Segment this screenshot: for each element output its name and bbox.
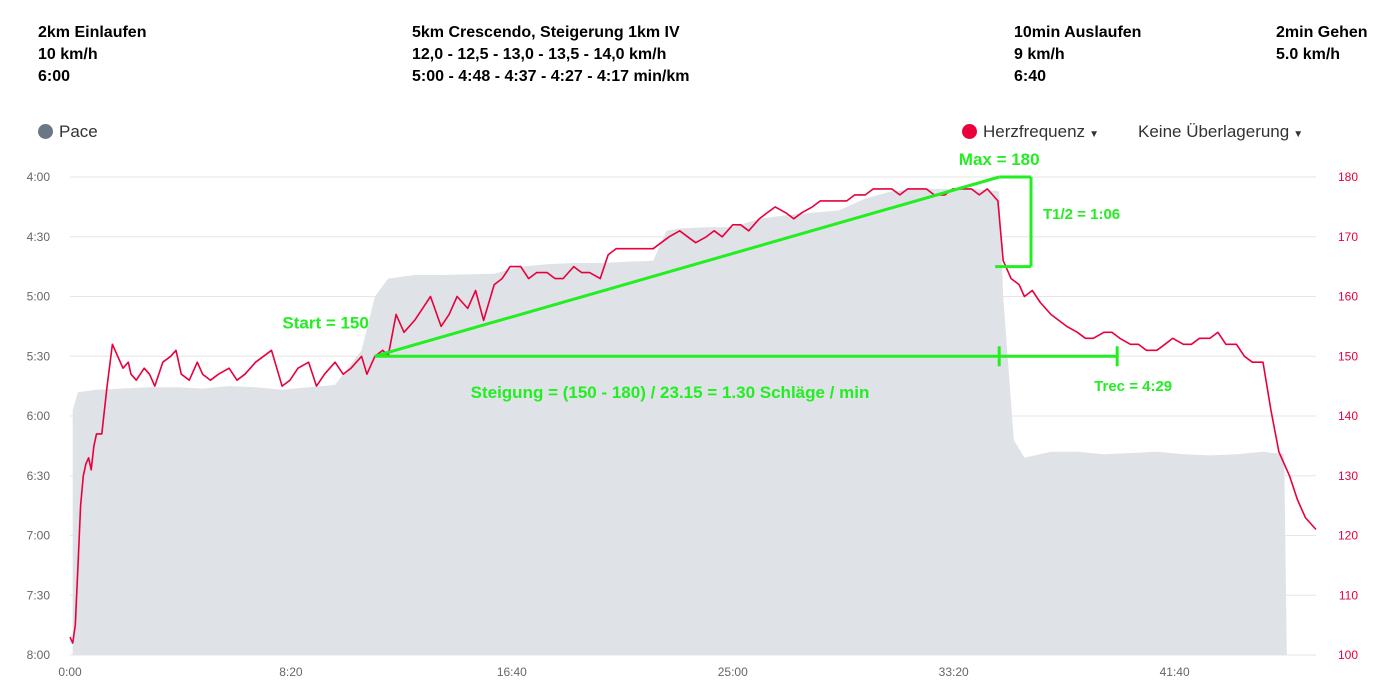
y-right-tick-label: 100 — [1338, 648, 1358, 662]
phase-warmup-title: 2km Einlaufen — [38, 24, 147, 41]
y-left-tick-label: 4:30 — [27, 230, 51, 244]
legend-heart-rate-label: Herzfrequenz — [983, 122, 1086, 141]
phase-crescendo-paces: 5:00 - 4:48 - 4:37 - 4:27 - 4:17 min/km — [412, 68, 690, 85]
phase-cooldown-pace: 6:40 — [1014, 68, 1047, 85]
phase-warmup-speed: 10 km/h — [38, 46, 98, 63]
y-left-tick-label: 4:00 — [27, 170, 51, 184]
phase-walk-speed: 5.0 km/h — [1276, 46, 1341, 63]
pace-dot-icon — [38, 124, 53, 139]
y-right-tick-label: 150 — [1338, 349, 1358, 363]
y-right-tick-label: 180 — [1338, 170, 1358, 184]
y-right-tick-label: 110 — [1339, 588, 1358, 602]
phase-crescendo: 5km Crescendo, Steigerung 1km IV 12,0 - … — [412, 22, 689, 88]
overlay-selector-label: Keine Überlagerung — [1138, 122, 1290, 141]
start-annotation: Start = 150 — [282, 313, 368, 332]
half-time-annotation: T1/2 = 1:06 — [1043, 206, 1120, 223]
chevron-down-icon: ▼ — [1293, 129, 1304, 140]
x-tick-label: 25:00 — [718, 665, 748, 679]
overlay-selector[interactable]: Keine Überlagerung ▼ — [1138, 122, 1303, 142]
phase-cooldown: 10min Auslaufen 9 km/h 6:40 — [1014, 22, 1141, 88]
x-tick-label: 0:00 — [58, 665, 82, 679]
pace-area — [72, 188, 1287, 655]
y-left-tick-label: 7:00 — [27, 529, 51, 543]
y-right-tick-label: 140 — [1338, 409, 1358, 423]
recovery-annotation: Trec = 4:29 — [1094, 378, 1172, 395]
y-left-tick-label: 6:30 — [27, 469, 51, 483]
heart-rate-line — [69, 188, 1317, 644]
y-left-tick-label: 5:00 — [27, 290, 51, 304]
phase-crescendo-title: 5km Crescendo, Steigerung 1km IV — [412, 24, 680, 41]
y-right-tick-label: 120 — [1338, 529, 1358, 543]
phase-cooldown-title: 10min Auslaufen — [1014, 24, 1142, 41]
y-left-tick-label: 5:30 — [27, 349, 51, 363]
phase-warmup-pace: 6:00 — [38, 68, 71, 85]
chevron-down-icon: ▼ — [1089, 129, 1099, 140]
heart-rate-dot-icon — [962, 124, 977, 139]
x-tick-label: 41:40 — [1160, 665, 1190, 679]
y-right-tick-label: 130 — [1338, 469, 1358, 483]
phase-warmup: 2km Einlaufen 10 km/h 6:00 — [38, 22, 146, 88]
slope-line — [374, 175, 1000, 358]
x-tick-label: 33:20 — [939, 665, 969, 679]
legend-pace[interactable]: Pace — [38, 122, 98, 142]
max-annotation: Max = 180 — [959, 150, 1040, 169]
y-left-tick-label: 8:00 — [27, 648, 51, 662]
y-left-tick-label: 6:00 — [27, 409, 51, 423]
legend-pace-label: Pace — [59, 122, 98, 141]
phase-crescendo-speeds: 12,0 - 12,5 - 13,0 - 13,5 - 14,0 km/h — [412, 46, 667, 63]
x-tick-label: 16:40 — [497, 665, 527, 679]
phase-walk-title: 2min Gehen — [1276, 24, 1368, 41]
x-tick-label: 8:20 — [279, 665, 303, 679]
y-right-tick-label: 160 — [1338, 290, 1358, 304]
y-right-tick-label: 170 — [1338, 230, 1358, 244]
legend-heart-rate[interactable]: Herzfrequenz ▼ — [962, 122, 1099, 142]
phase-cooldown-speed: 9 km/h — [1014, 46, 1065, 63]
y-left-tick-label: 7:30 — [27, 588, 51, 602]
phase-walk: 2min Gehen 5.0 km/h — [1276, 22, 1368, 66]
slope-annotation: Steigung = (150 - 180) / 23.15 = 1.30 Sc… — [471, 383, 870, 402]
